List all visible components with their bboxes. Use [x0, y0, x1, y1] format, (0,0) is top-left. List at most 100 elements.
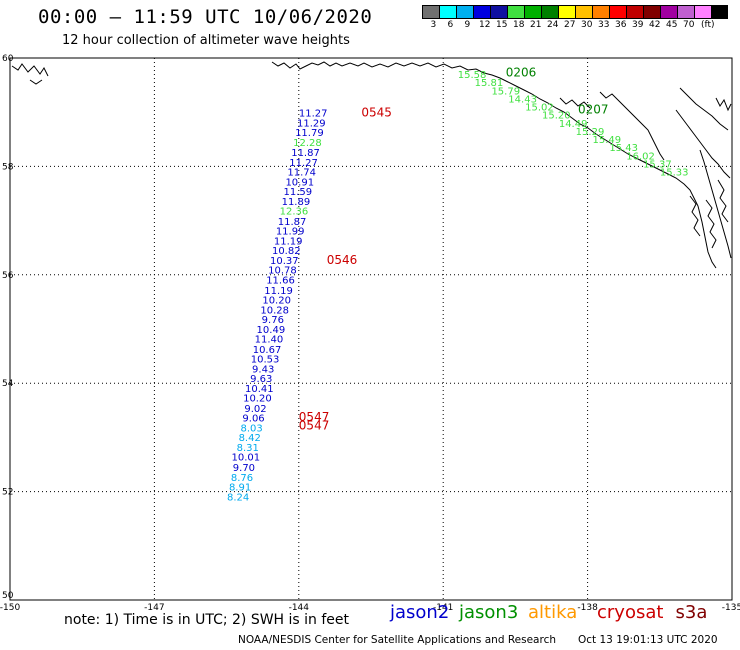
jason2-wave-height-point: 10.20 [243, 394, 272, 405]
jason3-wave-height-point: 16.02 [626, 151, 655, 162]
color-swatch [660, 5, 677, 19]
latitude-label: 58 [2, 162, 14, 172]
jason2-wave-height-point: 11.19 [274, 236, 303, 247]
pass-time-label: 0206 [506, 65, 537, 79]
color-swatch [711, 5, 728, 19]
jason3-wave-height-point: 15.79 [491, 86, 520, 97]
jason2-wave-height-point: 9.63 [250, 374, 272, 385]
jason2-wave-height-point: 10.67 [253, 345, 282, 356]
jason2-wave-height-point: 8.76 [231, 473, 253, 484]
color-scale-label: 33 [598, 20, 610, 30]
jason2-wave-height-point: 12.36 [280, 207, 309, 218]
color-scale-labels: 3 6 9 12 15 18 21 24 27 30 33 36 39 42 45 70 (ft) [422, 19, 728, 33]
jason2-wave-height-point: 10.20 [262, 296, 291, 307]
jason2-wave-height-point: 11.79 [295, 128, 324, 139]
longitude-label: -147 [144, 603, 164, 613]
jason3-wave-height-point: 15.49 [593, 135, 622, 146]
color-swatch [643, 5, 660, 19]
legend-cryosat: cryosat [597, 602, 664, 623]
altimeter-points: 11.2711.2911.7912.2811.8711.2711.7410.91… [227, 70, 689, 503]
page-title: 00:00 – 11:59 UTC 10/06/2020 [38, 6, 373, 28]
jason2-wave-height-point: 9.70 [233, 463, 255, 474]
color-swatch [677, 5, 694, 19]
jason2-wave-height-point: 11.19 [264, 286, 293, 297]
jason2-wave-height-point: 11.89 [282, 197, 311, 208]
color-scale-label: 12 [479, 20, 491, 30]
jason2-wave-height-point: 9.43 [252, 364, 274, 375]
color-scale-label: 3 [430, 20, 437, 30]
map-frame [9, 57, 733, 601]
map-grid [10, 58, 732, 600]
color-scale-label: 9 [464, 20, 471, 30]
latitude-label: 54 [2, 379, 14, 389]
jason3-wave-height-point: 15.29 [576, 127, 605, 138]
jason2-wave-height-point: 10.91 [285, 177, 314, 188]
jason2-wave-height-point: 10.82 [272, 246, 301, 257]
latitude-label: 56 [2, 271, 14, 281]
jason3-wave-height-point: 15.81 [475, 78, 504, 89]
color-scale-bar [422, 5, 728, 19]
color-swatch [490, 5, 507, 19]
pass-time-label: 0547 [299, 410, 330, 424]
jason2-wave-height-point: 10.28 [260, 305, 289, 316]
color-scale-label: 18 [513, 20, 525, 30]
credit-text: NOAA/NESDIS Center for Satellite Applica… [238, 634, 556, 646]
footer-note: note: 1) Time is in UTC; 2) SWH is in fe… [64, 612, 350, 628]
jason2-wave-height-point: 8.03 [240, 423, 262, 434]
jason2-wave-height-point: 10.37 [270, 256, 299, 267]
color-swatch [694, 5, 711, 19]
timestamp-text: Oct 13 19:01:13 UTC 2020 [578, 634, 718, 646]
latitude-label: 52 [2, 488, 13, 498]
color-swatch [558, 5, 575, 19]
jason3-wave-height-point: 15.58 [458, 70, 487, 81]
color-swatch [439, 5, 456, 19]
jason2-wave-height-point: 11.27 [289, 158, 318, 169]
jason2-wave-height-point: 10.49 [257, 325, 286, 336]
color-scale-label: 45 [666, 20, 678, 30]
jason2-wave-height-point: 11.87 [291, 148, 320, 159]
color-scale-label: 42 [649, 20, 661, 30]
color-scale-label: 30 [581, 20, 593, 30]
jason2-wave-height-point: 11.74 [287, 168, 316, 179]
pass-time-label: 0545 [361, 106, 392, 120]
legend-jason2: jason2 [390, 602, 450, 623]
jason3-wave-height-point: 15.02 [525, 103, 554, 114]
jason2-wave-height-point: 8.31 [237, 443, 259, 454]
longitude-label: -138 [577, 603, 598, 613]
coastline [11, 61, 732, 269]
jason3-wave-height-point: 15.43 [609, 143, 638, 154]
jason2-wave-height-point: 10.53 [251, 355, 280, 366]
color-scale-label: 15 [496, 20, 508, 30]
page-subtitle: 12 hour collection of altimeter wave hei… [62, 33, 350, 48]
color-scale-label: 21 [530, 20, 542, 30]
jason2-wave-height-point: 8.42 [239, 433, 261, 444]
color-scale-label: 70 [683, 20, 695, 30]
color-swatch [507, 5, 524, 19]
color-scale: 3 6 9 12 15 18 21 24 27 30 33 36 39 42 45 70 (ft) [422, 5, 728, 33]
jason2-wave-height-point: 9.76 [262, 315, 284, 326]
axis-labels: 60 58 56 54 52 50 -150 -147 -144 -141 -138 -135 [0, 54, 740, 613]
longitude-label: -135 [722, 603, 740, 613]
longitude-label: -141 [433, 603, 453, 613]
pass-time-label: 0546 [327, 253, 358, 267]
color-swatch [422, 5, 439, 19]
jason2-wave-height-point: 9.06 [242, 414, 264, 425]
color-swatch [609, 5, 626, 19]
jason3-wave-height-point: 15.37 [643, 159, 672, 170]
latitude-label: 60 [2, 54, 14, 64]
jason2-wave-height-point: 10.01 [232, 453, 261, 464]
jason2-wave-height-point: 11.27 [299, 109, 328, 120]
color-swatch [473, 5, 490, 19]
coastline-alaska-gulf [271, 61, 717, 269]
color-scale-label: 36 [615, 20, 627, 30]
coastline-northwest [11, 63, 49, 85]
color-swatch [575, 5, 592, 19]
color-swatch [541, 5, 558, 19]
latitude-label: 50 [2, 591, 14, 601]
longitude-label: -150 [0, 603, 20, 613]
jason2-wave-height-point: 11.29 [297, 118, 326, 129]
jason3-wave-height-point: 14.43 [508, 94, 537, 105]
longitude-label: -144 [289, 603, 310, 613]
